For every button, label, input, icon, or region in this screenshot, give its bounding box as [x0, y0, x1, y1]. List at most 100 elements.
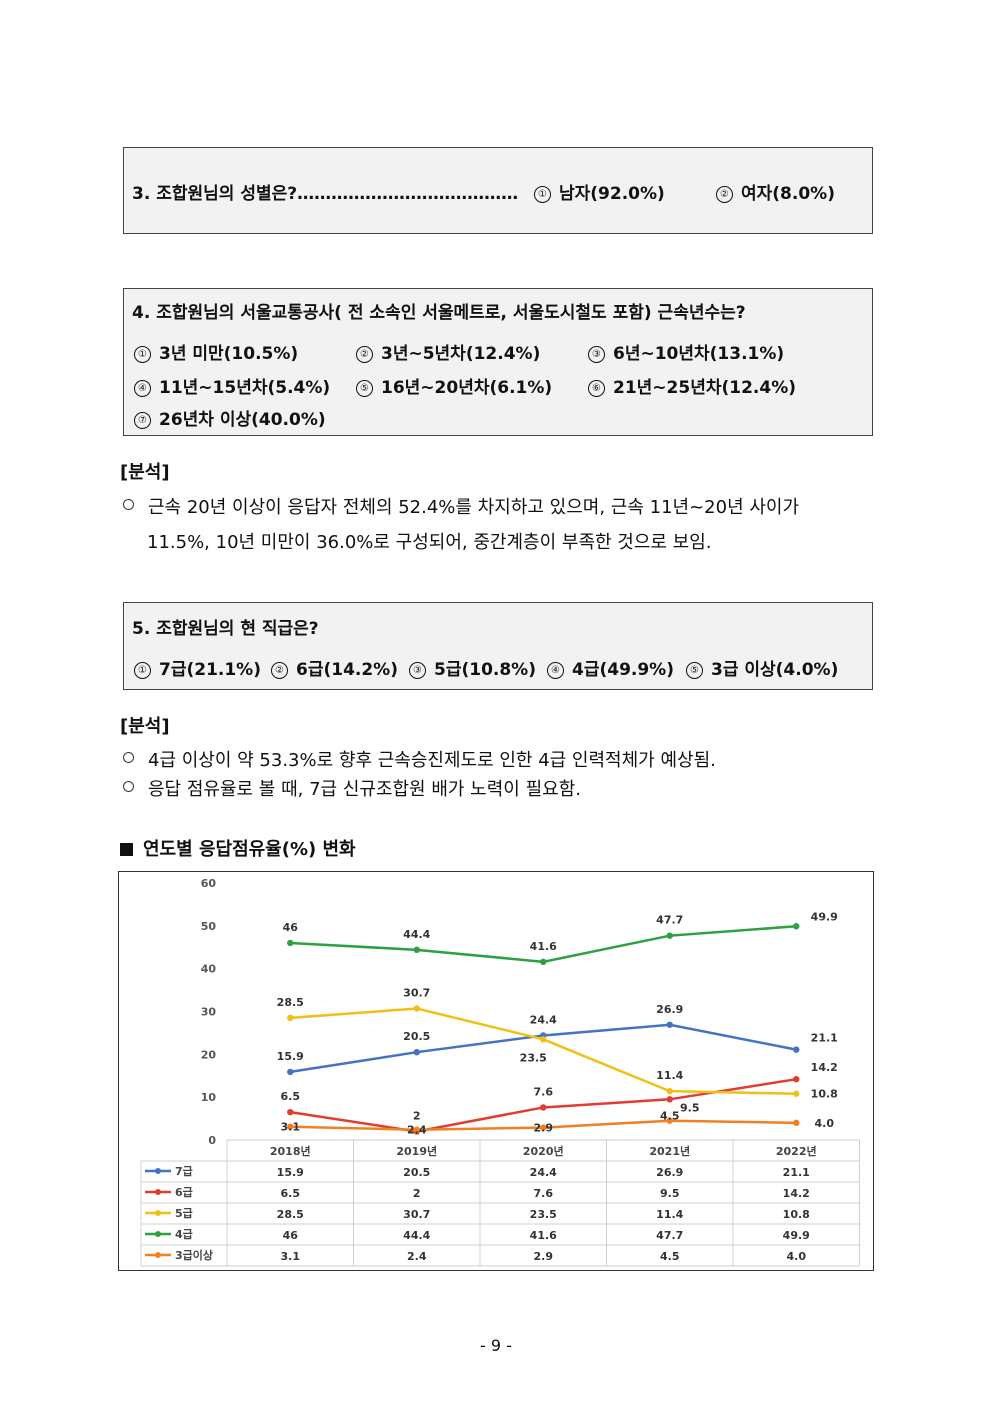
square-bullet-icon	[120, 843, 133, 856]
question-4-text: 4. 조합원님의 서울교통공사( 전 소속인 서울메트로, 서울도시철도 포함)…	[132, 303, 746, 323]
table-cell: 11.4	[656, 1208, 683, 1221]
chart-heading: 연도별 응답점유율(%) 변화	[120, 835, 356, 861]
option-label: 11년~15년차(5.4%)	[159, 378, 331, 398]
bullet-circle-icon	[123, 499, 134, 510]
option-number: ⑥	[588, 380, 605, 397]
data-label: 23.5	[520, 1051, 547, 1064]
data-point	[413, 946, 420, 954]
y-tick-label: 10	[201, 1091, 217, 1104]
y-tick-label: 0	[208, 1134, 216, 1147]
question-5-option-2: ② 6급(14.2%)	[271, 655, 398, 680]
data-point	[666, 1117, 673, 1124]
option-number: ④	[134, 380, 151, 397]
data-label: 24.4	[530, 1013, 557, 1026]
option-label: 21년~25년차(12.4%)	[613, 378, 796, 398]
legend-marker	[155, 1231, 161, 1237]
option-number: ①	[134, 662, 151, 679]
analysis-paragraph-line-1: 근속 20년 이상이 응답자 전체의 52.4%를 차지하고 있으며, 근속 1…	[123, 493, 799, 519]
option-number: ④	[547, 662, 564, 679]
data-label: 10.8	[811, 1088, 838, 1101]
analysis-bullet-2: 응답 점유율로 볼 때, 7급 신규조합원 배가 노력이 필요함.	[123, 775, 581, 801]
table-cell: 24.4	[530, 1166, 557, 1179]
option-number: ①	[134, 346, 151, 363]
series-line-1	[290, 1023, 797, 1074]
option-label: 남자(92.0%)	[559, 184, 665, 204]
table-header-4: 2021년	[649, 1144, 690, 1158]
y-tick-label: 60	[201, 877, 217, 890]
table-cell: 9.5	[660, 1187, 680, 1200]
question-4-option-4: ④ 11년~15년차(5.4%)	[134, 373, 330, 398]
table-cell: 3.1	[281, 1250, 301, 1263]
question-5-option-1: ① 7급(21.1%)	[134, 655, 261, 680]
data-label: 26.9	[656, 1003, 683, 1016]
question-5-option-5: ⑤ 3급 이상(4.0%)	[686, 655, 838, 680]
option-label: 7급(21.1%)	[159, 660, 261, 680]
option-label: 3년~5년차(12.4%)	[381, 344, 541, 364]
legend-label: 3급이상	[175, 1248, 213, 1262]
data-point	[540, 958, 547, 966]
question-5-option-4: ④ 4급(49.9%)	[547, 655, 674, 680]
option-number: ③	[588, 346, 605, 363]
analysis-text: 응답 점유율로 볼 때, 7급 신규조합원 배가 노력이 필요함.	[148, 779, 581, 800]
data-label: 9.5	[680, 1101, 700, 1114]
table-cell: 44.4	[403, 1229, 430, 1242]
question-4-option-3: ③ 6년~10년차(13.1%)	[588, 339, 784, 364]
table-cell: 2	[413, 1187, 421, 1200]
data-point	[666, 1087, 673, 1095]
table-cell: 47.7	[656, 1229, 683, 1242]
table-header-2: 2019년	[396, 1144, 437, 1158]
line-chart: 0 10 20 30 40 50 60 15.9 20.5 24.4 26.9 21.1 6.5 2 7.6…	[140, 877, 860, 1267]
question-4-box: 4. 조합원님의 서울교통공사( 전 소속인 서울메트로, 서울도시철도 포함)…	[123, 288, 873, 436]
table-cell: 20.5	[403, 1166, 430, 1179]
data-label: 41.6	[530, 940, 557, 953]
question-5-option-3: ③ 5급(10.8%)	[409, 655, 536, 680]
option-label: 여자(8.0%)	[741, 184, 835, 204]
analysis-heading: [분석]	[120, 716, 170, 737]
data-point	[287, 939, 294, 947]
legend-marker	[155, 1168, 161, 1174]
data-label: 46	[283, 921, 299, 934]
data-label: 2.4	[407, 1124, 427, 1137]
question-4-option-6: ⑥ 21년~25년차(12.4%)	[588, 373, 796, 398]
data-label: 4.5	[660, 1110, 680, 1123]
question-4-option-7: ⑦ 26년차 이상(40.0%)	[134, 405, 326, 430]
data-point	[793, 1119, 800, 1127]
option-number: ②	[716, 186, 733, 203]
data-point	[413, 1048, 420, 1056]
y-tick-label: 30	[201, 1006, 217, 1019]
question-5-text: 5. 조합원님의 현 직급은?	[132, 619, 319, 639]
bullet-circle-icon	[123, 781, 134, 792]
option-label: 5급(10.8%)	[434, 660, 536, 680]
option-number: ②	[356, 346, 373, 363]
table-cell: 28.5	[277, 1208, 304, 1221]
question-3-option-1: ① 남자(92.0%)	[534, 179, 665, 204]
option-number: ⑦	[134, 412, 151, 429]
table-header-5: 2022년	[776, 1144, 817, 1158]
data-label: 21.1	[811, 1032, 838, 1045]
data-label: 2.9	[534, 1122, 554, 1135]
option-label: 3급 이상(4.0%)	[711, 660, 839, 680]
analysis-bullet-1: 4급 이상이 약 53.3%로 향후 근속승진제도로 인한 4급 인력적체가 예…	[123, 746, 716, 772]
analysis-heading: [분석]	[120, 462, 170, 483]
option-number: ①	[534, 186, 551, 203]
data-point	[793, 1046, 800, 1053]
option-label: 6년~10년차(13.1%)	[613, 344, 785, 364]
data-label: 47.7	[656, 914, 683, 927]
analysis-text: 4급 이상이 약 53.3%로 향후 근속승진제도로 인한 4급 인력적체가 예…	[148, 750, 716, 771]
option-number: ⑤	[686, 662, 703, 679]
data-point	[413, 1005, 420, 1012]
data-point	[287, 1108, 294, 1116]
data-point	[287, 1123, 294, 1130]
table-cell: 15.9	[277, 1166, 304, 1179]
table-cell: 46	[283, 1229, 299, 1242]
legend-marker	[155, 1252, 161, 1258]
data-label: 28.5	[277, 996, 304, 1009]
analysis-paragraph-line-2: 11.5%, 10년 미만이 36.0%로 구성되어, 중간계층이 부족한 것으…	[147, 532, 712, 553]
data-label: 20.5	[403, 1030, 430, 1043]
data-point	[540, 1124, 547, 1131]
data-label: 6.5	[281, 1090, 301, 1103]
table-cell: 4.5	[660, 1250, 680, 1263]
y-tick-label: 50	[201, 920, 217, 933]
